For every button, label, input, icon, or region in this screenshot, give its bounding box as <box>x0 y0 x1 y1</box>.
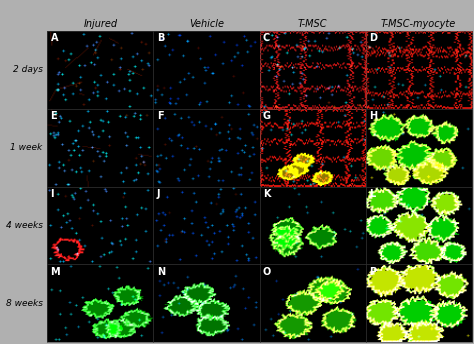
Text: E: E <box>51 111 57 121</box>
Text: C: C <box>263 33 270 43</box>
Text: 1 week: 1 week <box>10 143 43 152</box>
Text: 2 days: 2 days <box>13 65 43 74</box>
Text: B: B <box>156 33 164 43</box>
Text: A: A <box>51 33 58 43</box>
Text: T-MSC: T-MSC <box>298 19 327 29</box>
Text: P: P <box>369 267 376 277</box>
Text: H: H <box>369 111 377 121</box>
Text: G: G <box>263 111 271 121</box>
Text: K: K <box>263 189 270 199</box>
Text: D: D <box>369 33 377 43</box>
Text: N: N <box>156 267 165 277</box>
Text: O: O <box>263 267 271 277</box>
Text: T-MSC-myocyte: T-MSC-myocyte <box>381 19 456 29</box>
Text: F: F <box>156 111 163 121</box>
Text: Injured: Injured <box>83 19 118 29</box>
Text: 8 weeks: 8 weeks <box>6 299 43 308</box>
Text: Vehicle: Vehicle <box>189 19 224 29</box>
Text: I: I <box>51 189 54 199</box>
Text: M: M <box>51 267 60 277</box>
Text: J: J <box>156 189 160 199</box>
Text: 4 weeks: 4 weeks <box>6 221 43 230</box>
Text: L: L <box>369 189 375 199</box>
